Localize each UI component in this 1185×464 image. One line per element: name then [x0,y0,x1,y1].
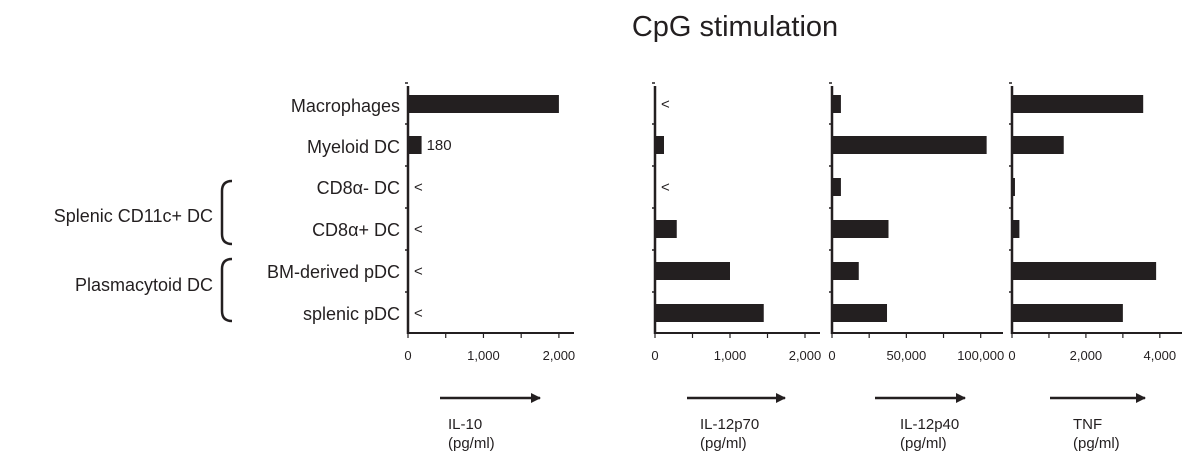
panel-il-12p40: 0 50,000 100,000 IL-12p40 (pg/ml) [828,82,1004,452]
unit-label: (pg/ml) [700,435,747,452]
group-bracket: Splenic CD11c+ DC [54,179,233,246]
category-label: Macrophages [291,96,400,116]
unit-label: (pg/ml) [900,435,947,452]
bar [832,95,841,113]
bar [1012,178,1015,196]
x-tick-label: 4,000 [1144,348,1177,363]
unit-label: (pg/ml) [1073,435,1120,452]
category-label: splenic pDC [303,304,400,324]
bar [655,220,677,238]
category-label: CD8α+ DC [312,220,400,240]
bar [832,262,859,280]
panel-tnf: 0 2,000 4,000 TNF (pg/ml) [1008,82,1182,452]
x-tick-label: 1,000 [467,348,500,363]
bar [1012,304,1123,322]
bar [655,262,730,280]
bar [832,136,987,154]
cytokine-label: IL-12p70 [700,416,759,433]
x-tick-label: 1,000 [714,348,747,363]
x-tick-label: 0 [828,348,835,363]
bar [832,178,841,196]
cytokine-label: IL-12p40 [900,416,959,433]
cytokine-label: IL-10 [448,416,482,433]
value-label: 180 [427,137,452,154]
category-label: CD8α- DC [317,178,400,198]
x-tick-label: 0 [651,348,658,363]
bar [655,136,664,154]
bar [832,304,888,322]
bar [408,95,559,113]
bar [1012,95,1144,113]
value-label: < [661,179,670,196]
group-bracket: Plasmacytoid DC [75,257,233,323]
category-labels: Macrophages Myeloid DC CD8α- DC CD8α+ DC… [267,96,400,324]
bar [832,220,889,238]
category-label: BM-derived pDC [267,262,400,282]
chart-panels: 0 1,000 2,000 180 < < < < IL-10 (pg/ml) 0 1,000 2,00… [404,82,1182,452]
bar [1012,262,1157,280]
bar [408,136,422,154]
bar [1012,136,1064,154]
panel-il-10: 0 1,000 2,000 180 < < < < IL-10 (pg/ml) [404,82,576,452]
value-label: < [414,221,423,238]
unit-label: (pg/ml) [448,435,495,452]
value-label: < [414,263,423,280]
group-label: Splenic CD11c+ DC [54,206,213,226]
panel-il-12p70: 0 1,000 2,000 < < IL-12p70 (pg/ml) [651,82,822,452]
category-label: Myeloid DC [307,137,400,157]
group-label: Plasmacytoid DC [75,275,213,295]
value-label: < [661,96,670,113]
x-tick-label: 0 [1008,348,1015,363]
x-tick-label: 100,000 [957,348,1004,363]
x-tick-label: 50,000 [886,348,926,363]
value-label: < [414,305,423,322]
cytokine-label: TNF [1073,416,1102,433]
bar [1012,220,1020,238]
bar [655,304,764,322]
chart-title: CpG stimulation [632,11,838,43]
x-tick-label: 2,000 [789,348,822,363]
value-label: < [414,179,423,196]
x-tick-label: 0 [404,348,411,363]
x-tick-label: 2,000 [543,348,576,363]
x-tick-label: 2,000 [1070,348,1103,363]
